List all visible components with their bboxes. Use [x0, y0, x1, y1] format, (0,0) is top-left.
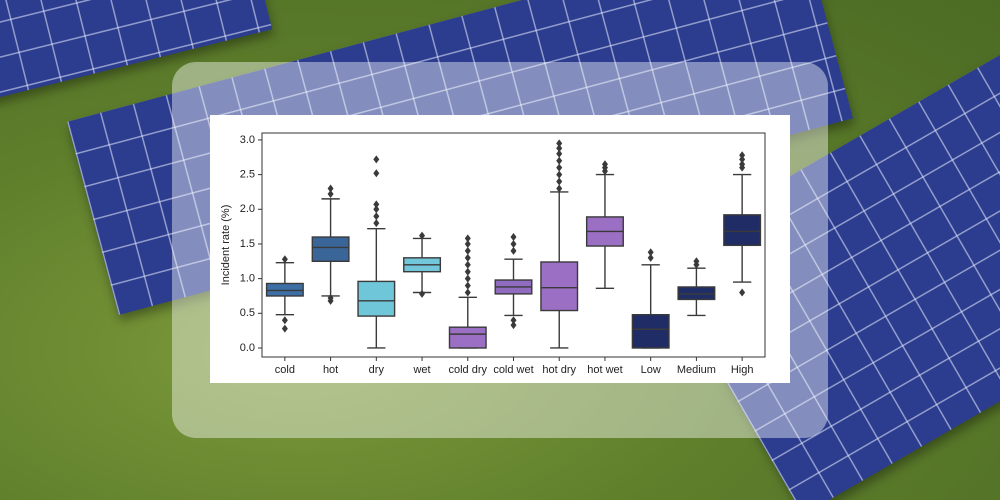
outlier: [556, 149, 563, 158]
outlier: [373, 169, 380, 178]
chart: Incident rate (%) 0.0 0.5 1.0 1.5 2.0 2.5 3.0 co…: [220, 132, 766, 376]
outlier: [556, 144, 563, 153]
outlier: [419, 231, 426, 240]
x-tick-label: High: [731, 364, 754, 376]
y-tick-label: 1.5: [240, 238, 255, 250]
outlier: [510, 316, 517, 325]
y-tick-label: 1.0: [240, 273, 255, 285]
y-tick-label: 0.0: [240, 342, 255, 354]
outlier: [373, 212, 380, 221]
outlier: [464, 274, 471, 283]
outlier: [510, 239, 517, 248]
outlier: [419, 289, 426, 298]
outlier: [739, 151, 746, 160]
box: [357, 280, 396, 317]
outlier: [281, 316, 288, 325]
outlier: [373, 219, 380, 228]
outlier: [739, 160, 746, 169]
outlier: [601, 160, 608, 169]
outlier: [373, 205, 380, 214]
y-tick-label: 0.5: [240, 307, 255, 319]
outlier: [510, 246, 517, 255]
outlier: [464, 260, 471, 269]
outlier: [647, 248, 654, 257]
outlier: [556, 156, 563, 165]
outlier: [556, 184, 563, 193]
x-tick-label: hot dry: [542, 364, 576, 376]
box: [631, 313, 670, 349]
outlier: [556, 177, 563, 186]
outlier: [510, 233, 517, 242]
x-tick-label: cold: [275, 364, 295, 376]
outlier: [281, 255, 288, 264]
outlier: [464, 239, 471, 248]
y-tick-label: 2.5: [240, 169, 255, 181]
outlier: [327, 294, 334, 303]
y-axis-label: Incident rate (%): [220, 205, 232, 286]
outlier: [464, 288, 471, 297]
chart-card: Incident rate (%) 0.0 0.5 1.0 1.5 2.0 2.5 3.0 co…: [210, 115, 790, 383]
outlier: [327, 190, 334, 199]
x-tick-label: Low: [641, 364, 661, 376]
x-tick-label: cold wet: [493, 364, 533, 376]
outlier: [739, 288, 746, 297]
x-tick-label: dry: [369, 364, 385, 376]
outlier: [556, 163, 563, 172]
y-tick-label: 2.0: [240, 203, 255, 215]
x-tick-label: hot wet: [587, 364, 622, 376]
outlier: [373, 155, 380, 164]
x-tick-label: cold dry: [449, 364, 488, 376]
outlier: [373, 200, 380, 209]
outlier: [739, 155, 746, 164]
outlier: [281, 324, 288, 333]
outlier: [464, 281, 471, 290]
outlier: [327, 184, 334, 193]
outlier: [647, 253, 654, 262]
box: [311, 236, 350, 262]
x-tick-label: Medium: [677, 364, 716, 376]
x-tick-label: wet: [412, 364, 430, 376]
outlier: [693, 257, 700, 266]
box: [448, 326, 487, 349]
outlier: [556, 139, 563, 148]
box: [723, 214, 762, 247]
outlier: [464, 246, 471, 255]
outlier: [556, 170, 563, 179]
outlier: [464, 267, 471, 276]
outlier: [510, 321, 517, 330]
x-tick-label: hot: [323, 364, 338, 376]
outlier: [464, 253, 471, 262]
y-tick-label: 3.0: [240, 134, 255, 146]
box: [540, 261, 579, 312]
outlier: [464, 234, 471, 243]
